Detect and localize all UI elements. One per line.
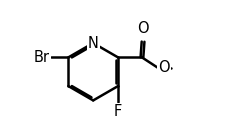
Text: O: O <box>158 60 169 75</box>
Text: N: N <box>87 36 98 51</box>
Text: Br: Br <box>34 50 50 65</box>
Text: F: F <box>113 104 122 119</box>
Text: O: O <box>137 21 148 36</box>
